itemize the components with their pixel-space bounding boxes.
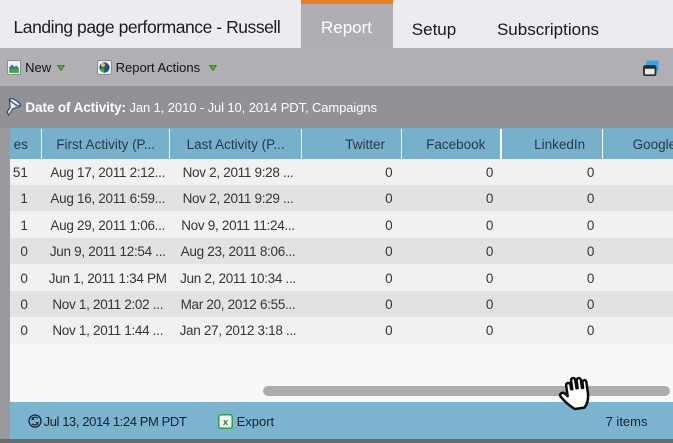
svg-text:x: x [222,417,228,428]
